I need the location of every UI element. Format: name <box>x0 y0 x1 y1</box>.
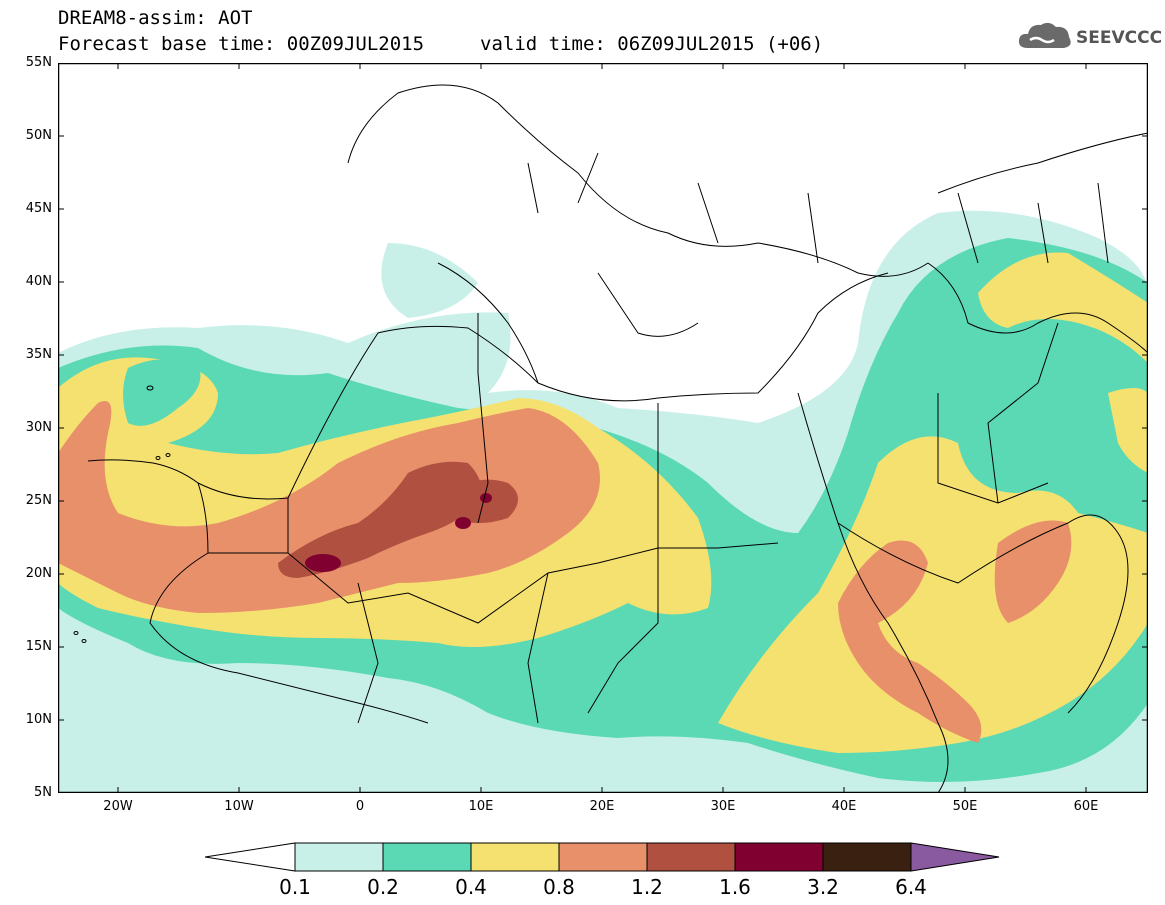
seevccc-logo: SEEVCCC <box>1016 18 1162 58</box>
x-tick-label: 40E <box>831 799 857 814</box>
colorbar-low-triangle <box>205 842 296 872</box>
y-tick-label: 45N <box>25 201 52 216</box>
colorbar-segment <box>470 842 560 872</box>
colorbar-segment <box>382 842 472 872</box>
colorbar-label: 0.8 <box>543 875 575 899</box>
cloud-icon <box>1018 22 1071 48</box>
x-tick-label: 50E <box>952 799 978 814</box>
y-tick-label: 25N <box>25 493 52 508</box>
y-tick-label: 10N <box>25 712 52 727</box>
x-tick-label: 10W <box>224 799 254 814</box>
colorbar-label: 0.2 <box>367 875 399 899</box>
y-tick-label: 55N <box>25 55 52 70</box>
colorbar-label: 3.2 <box>807 875 839 899</box>
aot-contour-1.6 <box>305 493 492 572</box>
coastlines <box>87 84 1148 793</box>
islands <box>73 385 171 643</box>
y-tick-label: 30N <box>25 420 52 435</box>
colorbar-label: 1.2 <box>631 875 663 899</box>
aot-contour-0.8 <box>58 401 1072 743</box>
x-tick-label: 10E <box>468 799 494 814</box>
colorbar <box>205 842 1000 872</box>
x-tick-label: 30E <box>710 799 736 814</box>
x-tick-label: 20W <box>103 799 133 814</box>
y-tick-label: 50N <box>25 128 52 143</box>
colorbar-segment <box>822 842 912 872</box>
y-tick-label: 5N <box>34 785 52 800</box>
y-tick-label: 40N <box>25 274 52 289</box>
colorbar-label: 0.4 <box>455 875 487 899</box>
colorbar-segment <box>734 842 824 872</box>
colorbar-label: 0.1 <box>279 875 311 899</box>
y-tick-label: 20N <box>25 566 52 581</box>
valid-time: valid time: 06Z09JUL2015 (+06) <box>480 33 824 55</box>
colorbar-segment <box>646 842 736 872</box>
y-tick-label: 35N <box>25 347 52 362</box>
forecast-base-time: Forecast base time: 00Z09JUL2015 <box>58 33 425 55</box>
y-tick-label: 15N <box>25 639 52 654</box>
colorbar-label: 1.6 <box>719 875 751 899</box>
colorbar-high-triangle <box>910 842 1000 872</box>
map-title: DREAM8-assim: AOT <box>58 7 253 29</box>
x-tick-label: 60E <box>1073 799 1099 814</box>
colorbar-segment <box>294 842 384 872</box>
logo-text: SEEVCCC <box>1076 28 1163 48</box>
x-tick-label: 0 <box>355 799 365 814</box>
aot-map <box>58 63 1148 793</box>
map-frame <box>58 63 1148 793</box>
x-tick-label: 20E <box>589 799 615 814</box>
colorbar-segment <box>558 842 648 872</box>
colorbar-label: 6.4 <box>895 875 927 899</box>
